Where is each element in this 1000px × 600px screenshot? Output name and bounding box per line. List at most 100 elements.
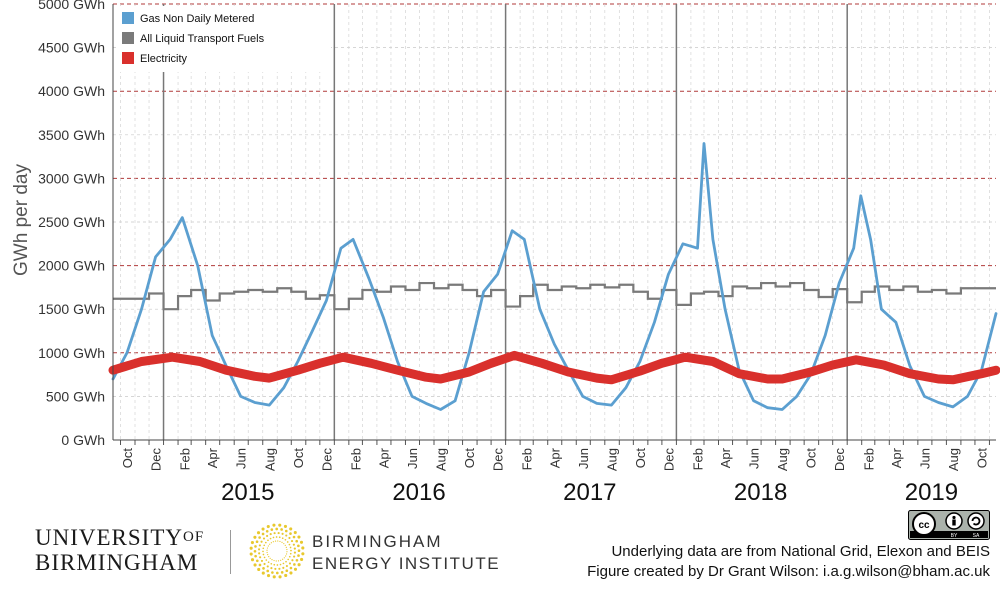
sunburst-dot xyxy=(263,556,266,559)
sunburst-dot xyxy=(267,539,269,542)
sunburst-dot xyxy=(289,546,292,549)
x-tick-label: Oct xyxy=(291,448,306,469)
x-tick-label: Dec xyxy=(832,448,847,472)
sunburst-dot xyxy=(258,544,261,547)
license-badge-band xyxy=(910,531,988,538)
sunburst-dot xyxy=(281,532,284,535)
sunburst-dot xyxy=(276,564,279,566)
sunburst-dot xyxy=(297,535,301,539)
sunburst-dot xyxy=(283,524,288,528)
sunburst-dot xyxy=(284,573,288,578)
license-sa-label: SA xyxy=(973,533,980,539)
gwh-line-chart: 0 GWh 500 GWh 1000 GWh 1500 GWh 2000 GWh 2500… xyxy=(11,0,1000,506)
sunburst-dot xyxy=(265,559,268,561)
sunburst-dot xyxy=(289,571,293,575)
x-tick-label: Feb xyxy=(690,448,705,470)
sa-icon-arrow xyxy=(971,516,981,526)
sunburst-dot xyxy=(293,555,296,558)
author-credit: Figure created by Dr Grant Wilson: i.a.g… xyxy=(587,563,990,580)
sunburst-dot xyxy=(253,563,257,567)
x-tick-label: Dec xyxy=(491,448,506,472)
x-tick-label: Dec xyxy=(149,448,164,472)
sunburst-dot xyxy=(289,566,293,570)
sunburst-dot xyxy=(258,536,261,539)
sunburst-dot xyxy=(299,540,304,544)
sunburst-dot xyxy=(290,549,292,552)
x-tick-label: Apr xyxy=(718,447,733,468)
sunburst-dot xyxy=(272,523,276,527)
sunburst-dot xyxy=(273,532,276,535)
x-tick-label: Aug xyxy=(262,448,277,471)
bei-logo-line2: ENERGY INSTITUTE xyxy=(312,554,501,573)
sunburst-dot xyxy=(268,556,270,558)
sunburst-dot xyxy=(284,538,287,541)
credits: Underlying data are from National Grid, … xyxy=(587,542,990,582)
y-tick-label: 2000 GWh xyxy=(38,258,105,274)
sunburst-dot xyxy=(277,560,280,562)
sunburst-dot xyxy=(282,558,284,560)
by-icon-head xyxy=(952,515,956,520)
sunburst-dot xyxy=(285,569,289,573)
x-tick-label: Feb xyxy=(348,448,363,470)
legend-swatch-gas xyxy=(122,12,134,24)
uob-logo-line2: BIRMINGHAM xyxy=(35,550,199,575)
sunburst-dot xyxy=(258,563,262,567)
y-tick-label: 1500 GWh xyxy=(38,301,105,317)
x-tick-label: Oct xyxy=(974,448,989,469)
sunburst-dot xyxy=(271,559,273,561)
sunburst-dot xyxy=(283,543,285,545)
series-line-all-liquid-transport-fuels xyxy=(113,281,996,311)
sunburst-dot xyxy=(263,544,266,547)
series-line-electricity xyxy=(108,350,1000,385)
sunburst-dot xyxy=(275,560,277,562)
x-tick-label: Aug xyxy=(946,448,961,471)
x-tick-label: Aug xyxy=(775,448,790,471)
sunburst-dot xyxy=(262,553,265,556)
sunburst-dot xyxy=(261,571,265,575)
sunburst-dot xyxy=(270,562,273,565)
x-tick-label: Feb xyxy=(520,448,535,470)
bei-logo-line1: BIRMINGHAM xyxy=(312,532,443,551)
cc-icon-text: cc xyxy=(918,520,930,531)
legend-label-electricity: Electricity xyxy=(140,53,188,65)
x-tick-label: Dec xyxy=(319,448,334,472)
sunburst-dot xyxy=(284,529,288,533)
sunburst-dot xyxy=(271,571,274,574)
sunburst-dot xyxy=(295,558,299,562)
y-tick-label: 4000 GWh xyxy=(38,83,105,99)
sunburst-dot xyxy=(282,562,285,565)
sunburst-dot xyxy=(269,557,271,559)
sunburst-dot xyxy=(250,540,254,545)
sunburst-dot xyxy=(260,559,264,562)
legend-label-gas: Gas Non Daily Metered xyxy=(140,13,254,25)
legend-label-fuels: All Liquid Transport Fuels xyxy=(140,33,265,45)
sunburst-dot xyxy=(293,551,297,554)
uob-logo-of: OF xyxy=(183,529,205,545)
sunburst-dot xyxy=(293,547,296,550)
sunburst-dot xyxy=(253,535,257,539)
sunburst-dot xyxy=(269,537,272,540)
sunburst-dot xyxy=(283,557,285,559)
x-tick-label: Jun xyxy=(234,448,249,469)
logo-divider xyxy=(230,530,231,574)
axes: 0 GWh 500 GWh 1000 GWh 1500 GWh 2000 GWh 2500… xyxy=(38,0,996,506)
sunburst-dot xyxy=(257,548,261,551)
sunburst-dot xyxy=(288,536,291,540)
sunburst-dot xyxy=(270,528,274,531)
x-tick-label: Oct xyxy=(462,448,477,469)
y-tick-label: 3000 GWh xyxy=(38,170,105,186)
sunburst-dot xyxy=(253,549,257,553)
sunburst-dot xyxy=(266,547,269,549)
sunburst-dot xyxy=(284,544,286,546)
y-tick-label: 3500 GWh xyxy=(38,127,105,143)
legend-swatch-electricity xyxy=(122,52,134,64)
sunburst-dot xyxy=(285,546,287,548)
y-tick-label: 0 GWh xyxy=(61,432,105,448)
sunburst-dot xyxy=(301,552,305,556)
sunburst-dot xyxy=(266,574,271,578)
sunburst-dot xyxy=(289,527,293,531)
sunburst-dot xyxy=(288,555,291,558)
sunburst-dot xyxy=(278,567,281,570)
x-tick-label: Oct xyxy=(804,448,819,469)
sunburst-dot xyxy=(274,540,277,542)
